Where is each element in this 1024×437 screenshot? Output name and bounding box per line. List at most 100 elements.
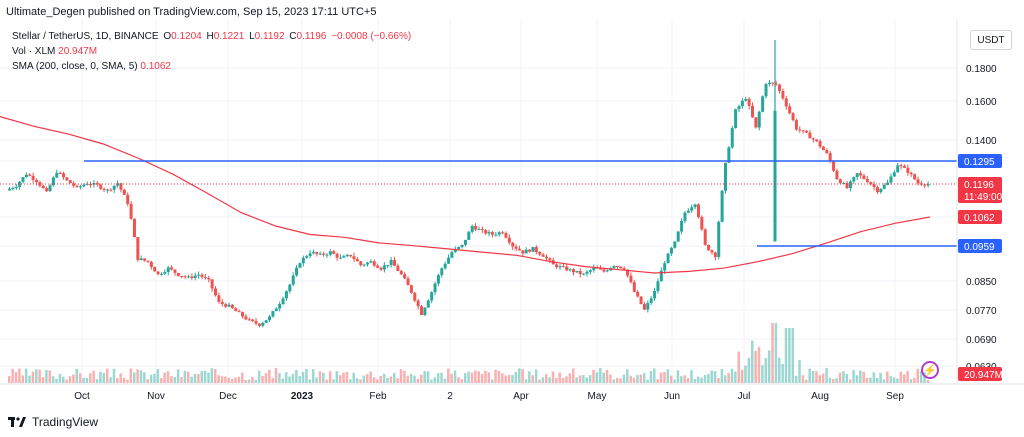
level-badge-lower[interactable]: 0.0959 [958,239,1002,253]
candle-body [423,307,427,315]
volume-bar [308,379,312,383]
volume-bar [200,371,204,383]
y-tick-label: 0.0850 [966,277,997,288]
volume-bar [588,375,592,383]
candle-body [352,256,356,260]
volume-bar [879,372,882,383]
volume-bar [102,372,106,383]
volume-badge[interactable]: 20.947M [958,367,1003,381]
candle-body [75,185,79,187]
volume-bar [517,368,521,383]
tradingview-brand[interactable]: TradingView [8,415,98,429]
volume-bar [372,377,376,383]
volume-bar [832,378,835,383]
volume-bar [659,372,663,383]
volume-bar [85,377,89,383]
candle-body [497,232,501,235]
candle-body [909,172,913,175]
candle-body [24,174,28,178]
currency-button[interactable]: USDT [970,30,1012,50]
price-axis[interactable]: 0.18000.16000.14000.08500.07700.06900.06… [958,64,1003,381]
volume-label[interactable]: Vol · XLM [12,46,56,57]
time-axis[interactable]: Oct Nov Dec 2023 Feb 2 Apr May Jun Jul Aug Sep [74,391,904,402]
candle-body [821,146,825,151]
low-label: L [249,31,255,42]
sma-line [0,116,931,274]
volume-bar [872,372,876,383]
volume-bar [683,375,686,383]
candle-body [308,253,312,257]
volume-bar [463,373,467,383]
volume-bar [210,368,214,383]
volume-bar [220,376,224,383]
candle-body [487,232,491,234]
volume-bar [730,368,734,383]
candle-body [761,96,765,112]
volume-bar [892,377,896,383]
symbol-name[interactable]: Stellar / TetherUS, 1D, BINANCE [12,31,159,42]
candle-body [696,204,700,218]
candle-body [413,292,417,301]
candle-body [747,98,751,106]
volume-bar [295,369,298,383]
candle-body [146,260,150,262]
candle-body [480,229,484,231]
volume-bar [696,376,700,383]
candle-body [717,221,721,258]
level-badge-upper[interactable]: 0.1295 [958,154,1002,168]
volume-bar [132,372,136,383]
candle-body [639,296,643,305]
volume-bar [919,370,923,383]
volume-bar [720,368,724,383]
sma-value: 0.1062 [140,61,171,72]
volume-bar [92,370,95,383]
candle-body [78,186,82,188]
candle-body [727,147,731,163]
candle-body [808,132,812,139]
horizontal-levels[interactable] [84,160,957,247]
volume-bar [399,369,403,383]
candle-body [913,174,917,180]
candle-body [453,248,457,253]
sma-label[interactable]: SMA (200, close, 0, SMA, 5) [12,61,138,72]
volume-bar [126,379,129,383]
candle-body [305,256,309,258]
volume-bar [203,370,207,383]
candle-body [328,251,332,255]
volume-bar [757,346,761,383]
level-badge-lower-background [958,239,1002,253]
candle-body [126,194,130,204]
candle-body [251,319,255,322]
volume-bar [335,371,339,383]
candle-body [362,264,366,266]
candle-body [585,271,589,274]
volume-bar [406,375,410,383]
lightning-icon[interactable]: ⚡ [921,361,939,379]
volume-bar [305,369,308,383]
volume-bar [51,376,55,383]
volume-bar [349,379,352,383]
x-tick-label: 2023 [291,391,314,402]
volume-bar [332,379,335,383]
volume-bar [244,379,247,383]
volume-bar [325,379,328,383]
candle-body [112,185,116,190]
open-value: 0.1204 [171,31,202,42]
sma-badge[interactable]: 0.1062 [958,210,1002,224]
volume-bar [572,368,575,383]
candle-body [737,106,741,110]
volume-bar [700,377,703,383]
candle-body [669,247,673,254]
volume-bar [291,373,295,383]
volume-bar [494,369,497,383]
brand-name: TradingView [32,415,99,429]
candle-body [58,172,62,174]
volume-bar [909,379,913,383]
x-tick-label: Dec [219,391,237,402]
volume-bar [666,369,670,383]
candle-body [683,212,687,222]
volume-bar [926,379,930,383]
volume-legend: Vol · XLM 20.947M [12,46,97,57]
